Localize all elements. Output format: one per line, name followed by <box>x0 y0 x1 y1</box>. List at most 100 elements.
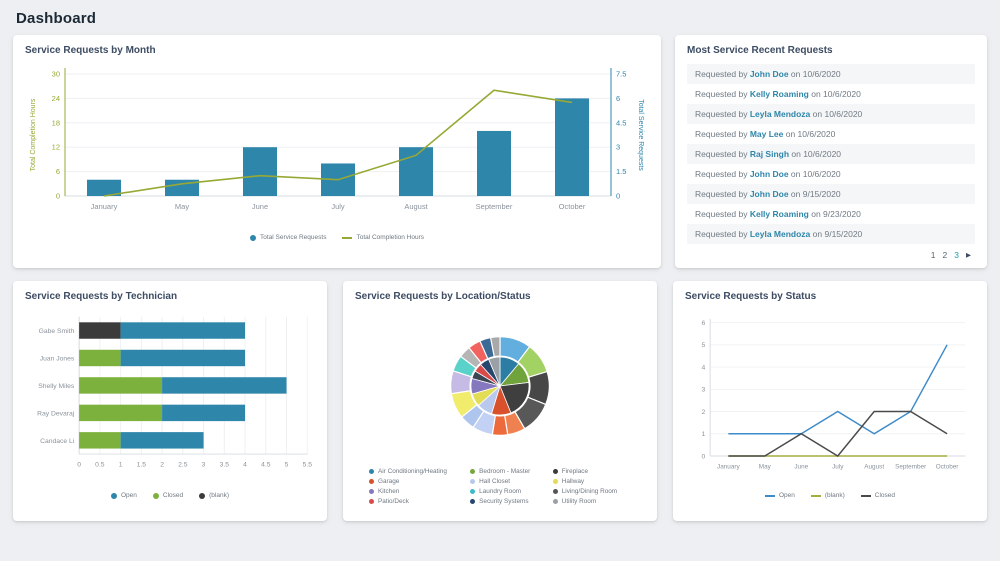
loc-air-conditioning-heating-legend-swatch <box>369 469 374 474</box>
svg-text:1.5: 1.5 <box>616 167 626 176</box>
svg-text:7.5: 7.5 <box>616 70 626 79</box>
requester-name-link[interactable]: May Lee <box>749 129 784 139</box>
request-list-item: Requested by Kelly Roaming on 10/6/2020 <box>687 84 975 104</box>
card-service-requests-by-technician: Service Requests by Technician Gabe Smit… <box>13 281 327 521</box>
requester-name-link[interactable]: John Doe <box>749 69 789 79</box>
request-prefix: Requested by <box>695 69 750 79</box>
loc-living-dining-room-legend-item: Living/Dining Room <box>552 488 631 495</box>
svg-text:4.5: 4.5 <box>261 462 271 469</box>
svg-text:5: 5 <box>702 342 706 349</box>
pie-inner-slice-10 <box>488 356 501 387</box>
dashboard-row-top: Service Requests by Month 0 6 12 18 24 30 0 1.5… <box>13 35 987 268</box>
loc-hall-closet-legend-item: Hall Closet <box>470 478 545 485</box>
month-bar-October <box>555 98 589 196</box>
pagination-page-1[interactable]: 1 <box>930 250 936 260</box>
total-service-requests-legend-label: Total Service Requests <box>259 234 327 241</box>
loc-patio-deck-legend-swatch <box>369 499 374 504</box>
svg-text:0: 0 <box>77 462 81 469</box>
request-date: on 10/6/2020 <box>788 169 841 179</box>
requester-name-link[interactable]: Kelly Roaming <box>749 209 809 219</box>
request-prefix: Requested by <box>695 209 750 219</box>
pie-outer-slice-14 <box>489 336 501 358</box>
tech-blank-legend-swatch <box>199 492 206 499</box>
svg-text:Gabe Smith: Gabe Smith <box>39 328 75 335</box>
loc-bedroom-master-legend-label: Bedroom - Master <box>479 468 531 475</box>
svg-text:1: 1 <box>119 462 123 469</box>
completion-hours-line <box>103 89 573 197</box>
loc-bedroom-master-legend-item: Bedroom - Master <box>470 468 545 475</box>
tech-Closed-legend-item: Closed <box>152 492 183 499</box>
total-completion-hours-legend-swatch <box>342 236 353 239</box>
request-date: on 9/23/2020 <box>808 209 861 219</box>
svg-text:12: 12 <box>52 143 60 152</box>
loc-living-dining-room-legend-label: Living/Dining Room <box>561 488 618 495</box>
svg-text:2: 2 <box>702 409 706 416</box>
request-list-item: Requested by Leyla Mendoza on 10/6/2020 <box>687 104 975 124</box>
technician-bar-Shelly Miles-Open <box>162 377 287 394</box>
svg-text:January: January <box>717 464 740 471</box>
svg-text:January: January <box>91 202 118 211</box>
status-Open-legend-label: Open <box>778 492 795 499</box>
svg-text:3: 3 <box>616 143 620 152</box>
tech-Closed-legend-swatch <box>152 492 159 499</box>
dashboard-content: Service Requests by Month 0 6 12 18 24 30 0 1.5… <box>0 35 1000 521</box>
loc-laundry-room-legend-label: Laundry Room <box>479 488 522 495</box>
pie-inner-slice-2 <box>499 382 530 414</box>
technician-bar-Ray Devaraj-Open <box>162 404 246 422</box>
pagination-page-2[interactable]: 2 <box>942 250 948 260</box>
request-date: on 9/15/2020 <box>788 189 841 199</box>
requester-name-link[interactable]: Raj Singh <box>749 149 790 159</box>
loc-hallway-legend-item: Hallway <box>552 478 631 485</box>
request-list-item: Requested by John Doe on 10/6/2020 <box>687 164 975 184</box>
svg-text:4: 4 <box>243 462 247 469</box>
card-service-requests-by-month: Service Requests by Month 0 6 12 18 24 30 0 1.5… <box>13 35 661 268</box>
loc-fireplace-legend-item: Fireplace <box>552 468 631 475</box>
status-blank-legend-item: (blank) <box>810 492 845 499</box>
loc-kitchen-legend-item: Kitchen <box>369 488 462 495</box>
loc-utility-room-legend-swatch <box>552 499 558 504</box>
requester-name-link[interactable]: John Doe <box>749 169 789 179</box>
svg-text:Shelly Miles: Shelly Miles <box>38 383 75 390</box>
svg-text:4.5: 4.5 <box>616 118 626 127</box>
pagination-page-3[interactable]: 3 <box>954 250 959 260</box>
month-chart-title: Service Requests by Month <box>25 45 156 56</box>
request-prefix: Requested by <box>695 169 750 179</box>
request-date: on 10/6/2020 <box>808 89 861 99</box>
technician-bar-Ray Devaraj-Closed <box>79 404 163 422</box>
loc-patio-deck-legend-item: Patio/Deck <box>369 498 462 505</box>
requester-name-link[interactable]: Kelly Roaming <box>749 89 809 99</box>
requester-name-link[interactable]: Leyla Mendoza <box>749 109 811 119</box>
loc-bedroom-master-legend-swatch <box>470 469 476 474</box>
total-service-requests-legend-item: Total Service Requests <box>249 234 327 241</box>
pagination-next-icon[interactable]: ▶ <box>966 252 971 259</box>
request-date: on 9/15/2020 <box>810 229 863 239</box>
request-prefix: Requested by <box>695 149 750 159</box>
technician-bar-Gabe Smith-Open <box>120 322 246 339</box>
dashboard-row-bottom: Service Requests by Technician Gabe Smit… <box>13 281 987 521</box>
request-list-item: Requested by Leyla Mendoza on 9/15/2020 <box>687 224 975 244</box>
technician-chart-canvas: Gabe Smith Juan Jones Shelly Miles Ray Deva… <box>37 316 312 469</box>
status-chart-canvas: 0 1 2 3 4 5 6 January May June July August September… <box>702 318 966 471</box>
svg-text:6: 6 <box>616 94 620 103</box>
request-date: on 10/6/2020 <box>789 149 842 159</box>
loc-utility-room-legend-item: Utility Room <box>552 498 631 505</box>
svg-text:October: October <box>936 464 960 471</box>
svg-text:Candace Li: Candace Li <box>40 438 75 445</box>
svg-text:Total Completion Hours: Total Completion Hours <box>30 98 37 171</box>
loc-utility-room-legend-label: Utility Room <box>561 498 597 505</box>
requester-name-link[interactable]: John Doe <box>749 189 789 199</box>
recent-requests-title: Most Service Recent Requests <box>687 45 833 56</box>
loc-laundry-room-legend-swatch <box>470 489 476 494</box>
requester-name-link[interactable]: Leyla Mendoza <box>749 229 811 239</box>
status-chart-legend: Open (blank) Closed <box>685 492 975 499</box>
svg-text:6: 6 <box>56 167 60 176</box>
svg-text:July: July <box>832 464 844 471</box>
technician-chart-legend: Open Closed (blank) <box>25 492 315 499</box>
month-chart-canvas: 0 6 12 18 24 30 0 1.5 3 4.5 6 7.5 January May June July… <box>30 68 644 211</box>
month-bar-May <box>165 179 199 196</box>
svg-text:June: June <box>794 464 808 471</box>
location-chart-title: Service Requests by Location/Status <box>355 291 531 302</box>
tech-blank-legend-item: (blank) <box>199 492 229 499</box>
tech-blank-legend-label: (blank) <box>209 492 229 499</box>
tech-Open-legend-swatch <box>110 492 117 499</box>
